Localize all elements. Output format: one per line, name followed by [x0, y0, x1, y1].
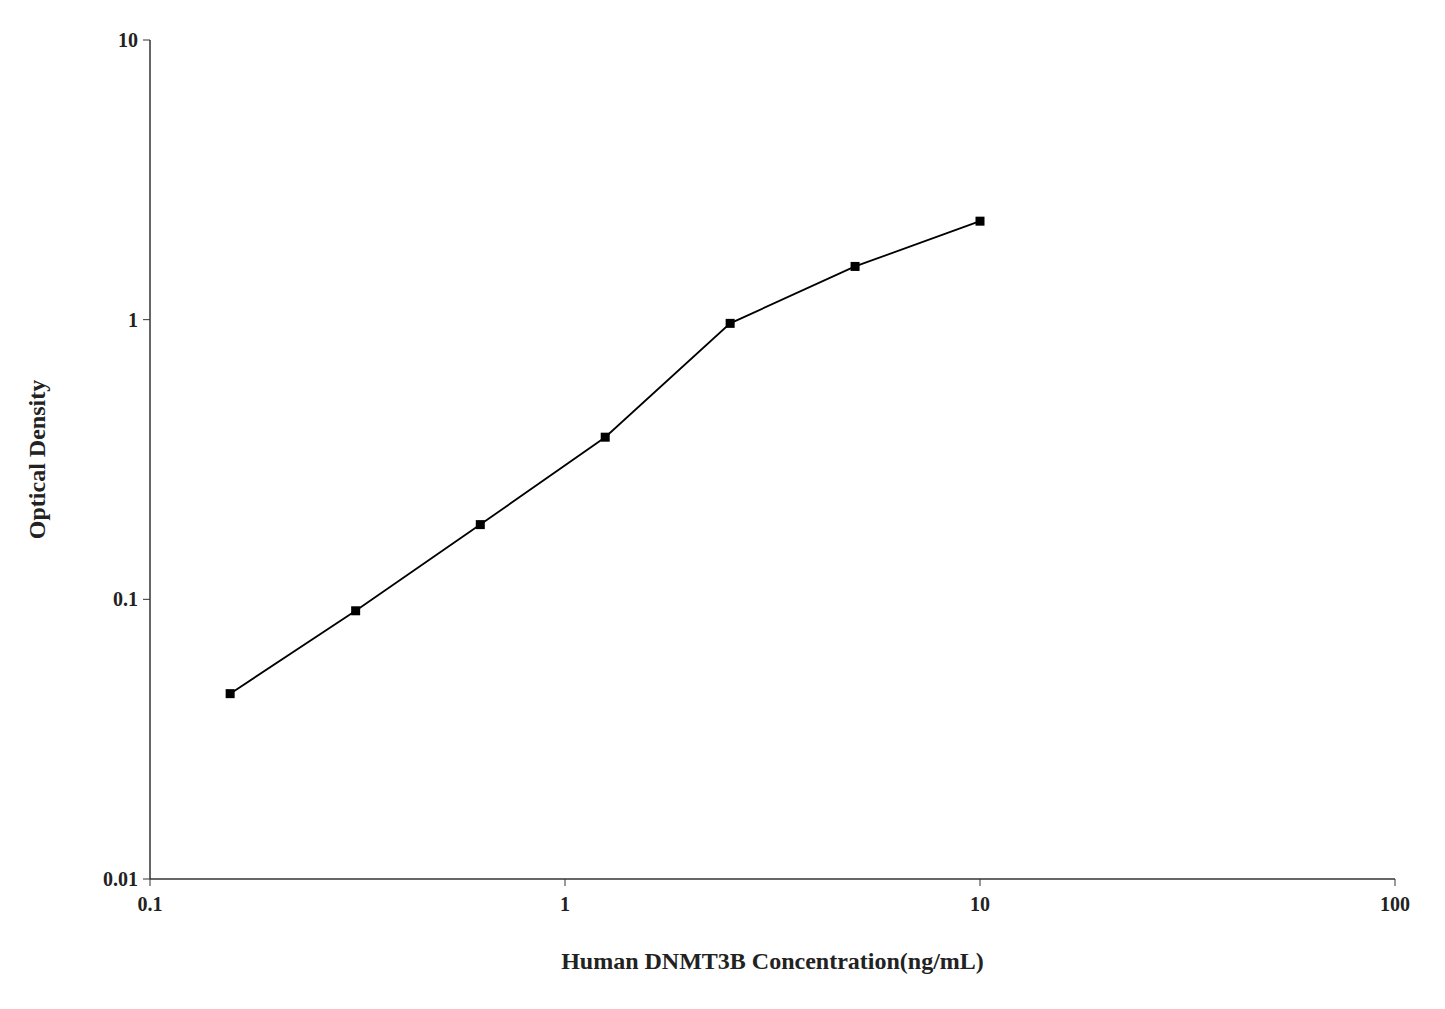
data-point: [851, 262, 860, 271]
x-tick-label: 1: [560, 893, 570, 915]
data-point: [476, 520, 485, 529]
y-tick-label: 0.01: [103, 868, 138, 890]
y-tick: [143, 40, 150, 41]
x-tick-label: 0.1: [138, 893, 163, 915]
data-line: [230, 221, 980, 693]
x-tick-label: 10: [970, 893, 990, 915]
data-point: [226, 689, 235, 698]
y-tick-label: 10: [118, 29, 138, 51]
x-tick: [980, 879, 981, 886]
data-point: [351, 606, 360, 615]
y-tick-label: 1: [128, 309, 138, 331]
y-axis-label: Optical Density: [24, 380, 50, 539]
x-axis-line: [150, 878, 1395, 880]
y-tick: [143, 879, 150, 880]
data-point: [601, 433, 610, 442]
x-tick: [565, 879, 566, 886]
y-axis-line: [149, 40, 151, 879]
plot-area: [226, 217, 985, 698]
data-point: [726, 319, 735, 328]
y-tick-label: 0.1: [113, 588, 138, 610]
x-axis-label: Human DNMT3B Concentration(ng/mL): [561, 948, 984, 974]
x-tick: [150, 879, 151, 886]
y-tick: [143, 599, 150, 600]
x-tick-label: 100: [1380, 893, 1410, 915]
x-tick: [1395, 879, 1396, 886]
chart: 0.11101000.010.1110Human DNMT3B Concentr…: [0, 0, 1445, 1009]
data-point: [976, 217, 985, 226]
y-tick: [143, 319, 150, 320]
